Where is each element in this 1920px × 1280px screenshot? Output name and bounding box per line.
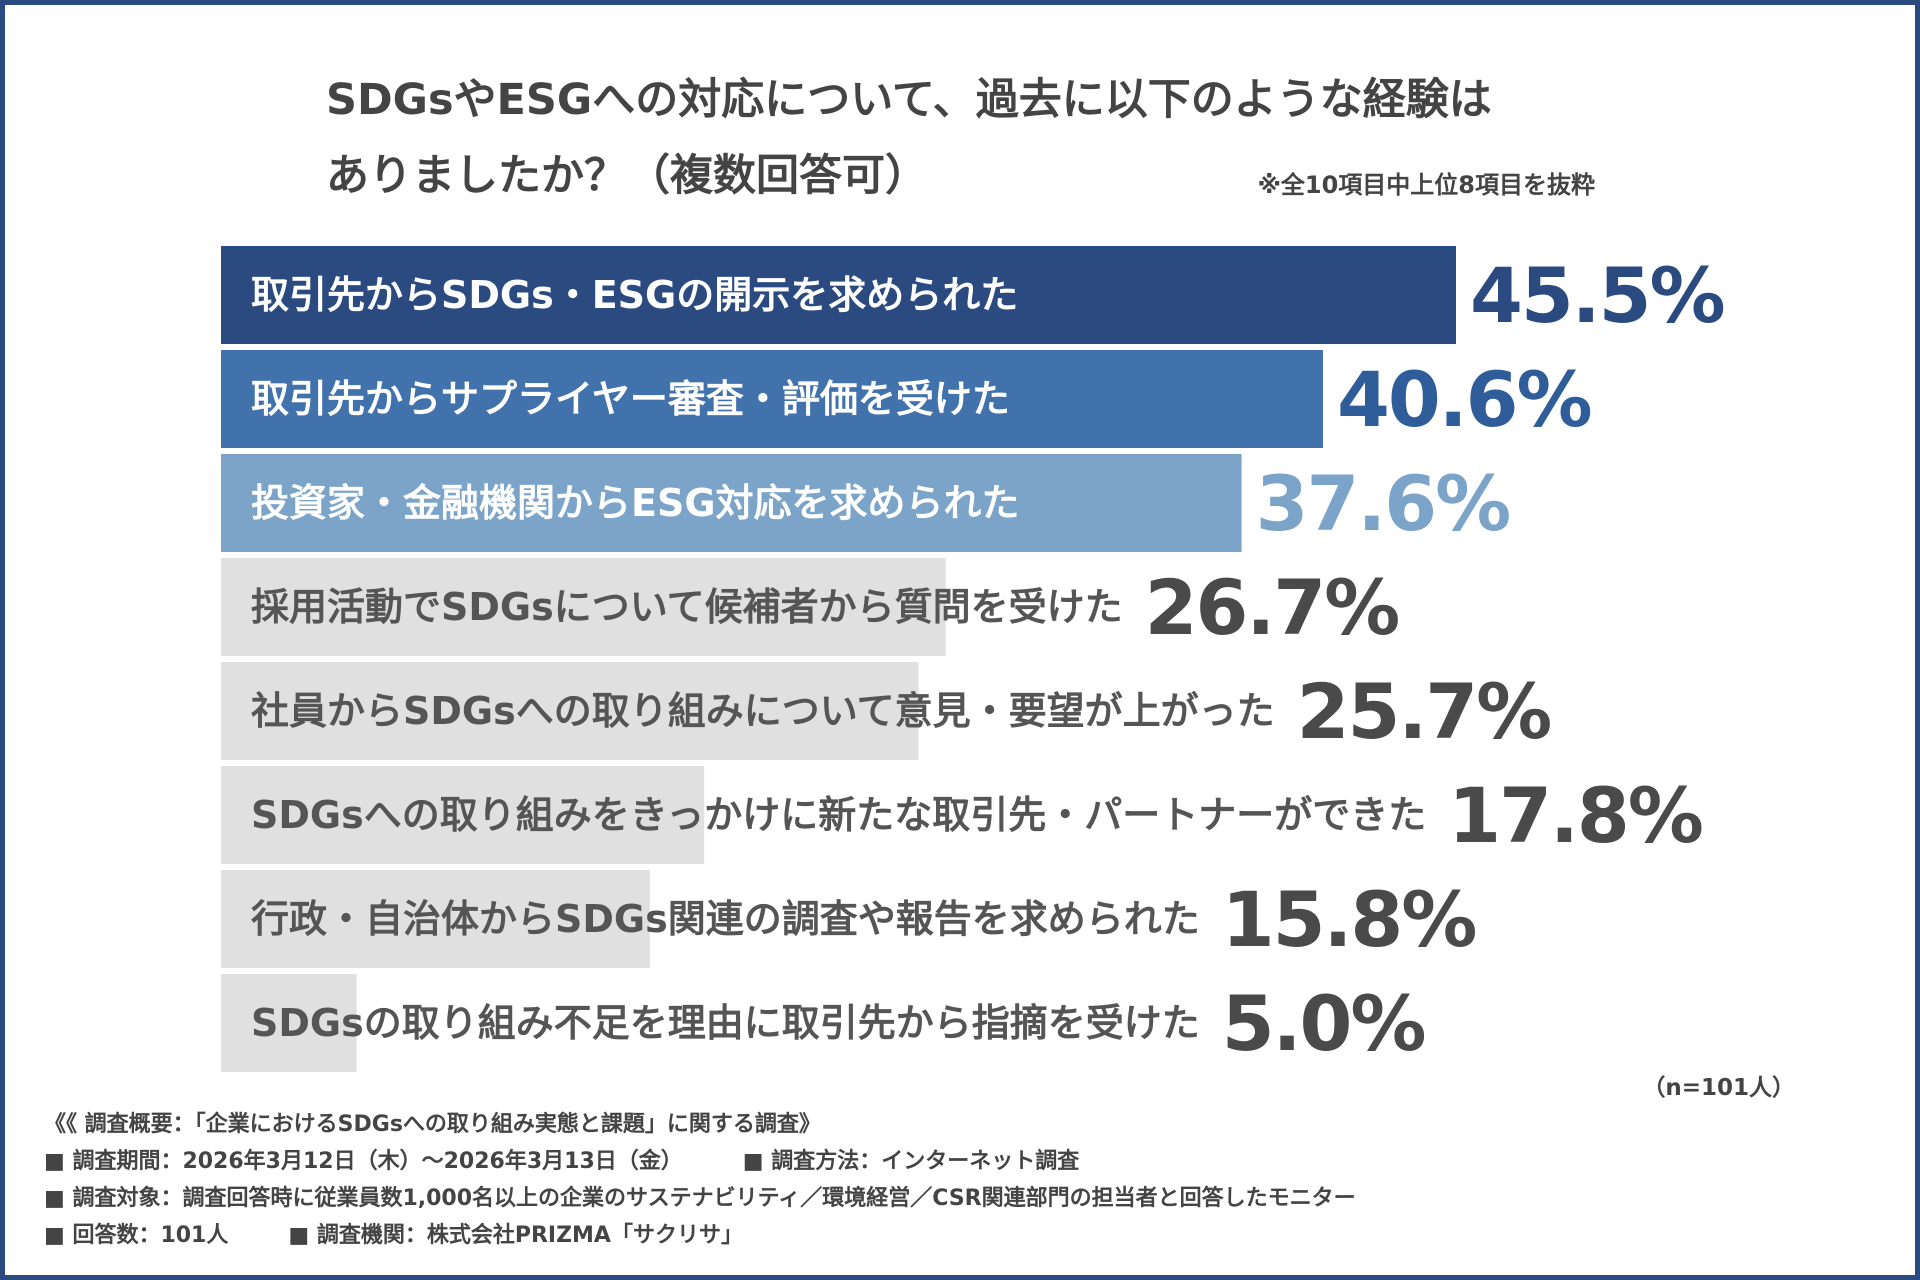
footer-period: ■ 調査期間：2026年3月12日（木）～2026年3月13日（金）: [44, 1149, 683, 1174]
bar-label-4: 採用活動でSDGsについて候補者から質問を受けた: [251, 585, 1123, 629]
footer-row-responses: ■ 回答数：101人 ■ 調査機関：株式会社PRIZMA「サクリサ」: [44, 1217, 1356, 1254]
survey-footer: 《《 調査概要：「企業におけるSDGsへの取り組み実態と課題」に関する調査》 ■…: [44, 1106, 1356, 1254]
footer-method: ■ 調査方法：インターネット調査: [742, 1149, 1080, 1174]
bar-label-5: 社員からSDGsへの取り組みについて意見・要望が上がった: [251, 689, 1275, 733]
chart-title-line1: SDGsやESGへの対応について、過去に以下のような経験は: [326, 75, 1492, 125]
chart-note: ※全10項目中上位8項目を抜粋: [1257, 171, 1595, 199]
bar-7: [221, 870, 650, 968]
bar-value-1: 45.5%: [1470, 251, 1724, 340]
footer-target: ■ 調査対象：調査回答時に従業員数1,000名以上の企業のサステナビリティ／環境…: [44, 1186, 1356, 1211]
bar-value-5: 25.7%: [1297, 667, 1551, 756]
bar-4: [221, 558, 946, 656]
bar-8: [221, 974, 357, 1072]
bar-value-3: 37.6%: [1256, 459, 1510, 548]
bar-value-2: 40.6%: [1337, 355, 1591, 444]
bar-label-7: 行政・自治体からSDGs関連の調査や報告を求められた: [251, 897, 1200, 941]
bar-value-8: 5.0%: [1222, 979, 1425, 1068]
bar-value-6: 17.8%: [1448, 771, 1702, 860]
bar-2: [221, 350, 1323, 448]
bar-label-3: 投資家・金融機関からESG対応を求められた: [251, 481, 1020, 525]
bar-label-8: SDGsの取り組み不足を理由に取引先から指摘を受けた: [251, 1001, 1200, 1045]
bar-6: [221, 766, 705, 864]
footer-row-period: ■ 調査期間：2026年3月12日（木）～2026年3月13日（金） ■ 調査方法…: [44, 1143, 1356, 1180]
bar-chart: 取引先からSDGs・ESGの開示を求められた 45.5% 取引先からサプライヤー審査…: [221, 246, 1726, 1072]
bar-1: [221, 246, 1456, 344]
bar-3: [221, 454, 1242, 552]
bar-label-2: 取引先からサプライヤー審査・評価を受けた: [251, 377, 1010, 421]
chart-title-line2: ありましたか？（複数回答可）: [326, 151, 928, 201]
bar-label-1: 取引先からSDGs・ESGの開示を求められた: [251, 273, 1018, 317]
chart-title: SDGsやESGへの対応について、過去に以下のような経験は ありましたか？（複数…: [326, 62, 1626, 214]
bar-label-6: SDGsへの取り組みをきっかけに新たな取引先・パートナーができた: [251, 793, 1426, 837]
bar-5: [221, 662, 919, 760]
bar-value-7: 15.8%: [1222, 875, 1476, 964]
sample-size-note: （n=101人）: [1642, 1075, 1795, 1101]
bar-value-4: 26.7%: [1145, 563, 1399, 652]
footer-org: ■ 調査機関：株式会社PRIZMA「サクリサ」: [288, 1223, 743, 1248]
footer-heading: 《《 調査概要：「企業におけるSDGsへの取り組み実態と課題」に関する調査》: [44, 1112, 821, 1137]
footer-responses: ■ 回答数：101人: [44, 1223, 229, 1248]
